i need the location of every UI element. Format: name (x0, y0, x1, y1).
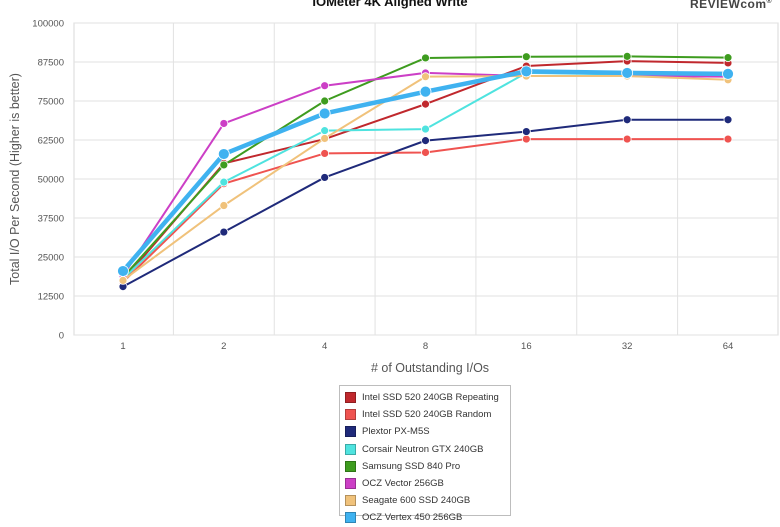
data-point (318, 107, 331, 120)
data-point (622, 134, 632, 144)
x-tick-label: 16 (521, 341, 532, 352)
y-tick-label: 87500 (38, 58, 64, 69)
data-point (421, 99, 430, 109)
legend-swatch (345, 426, 356, 438)
data-point (219, 160, 229, 170)
data-point (520, 65, 533, 78)
y-tick-label: 12500 (38, 292, 64, 303)
data-point (217, 148, 230, 160)
legend-swatch (345, 443, 356, 455)
legend-item: OCZ Vertex 450 256GB (345, 509, 510, 526)
chart-title: IOMeter 4K Aligned Write (312, 0, 468, 9)
legend: Intel SSD 520 240GB Repeating Intel SSD 5… (339, 385, 511, 524)
data-point (723, 134, 733, 144)
legend-swatch (345, 512, 356, 524)
data-point (320, 81, 330, 91)
data-point (521, 52, 531, 62)
legend-label: Intel SSD 520 240GB Random (362, 409, 492, 421)
y-axis-title: Total I/O Per Second (Higher is better) (8, 73, 22, 285)
data-point (421, 53, 430, 63)
data-point (521, 134, 531, 144)
data-point (421, 72, 430, 82)
data-point (219, 119, 229, 128)
data-point (421, 148, 430, 157)
data-point (219, 201, 229, 210)
y-tick-label: 75000 (38, 97, 64, 108)
data-point (521, 127, 531, 136)
data-point (219, 227, 229, 237)
legend-swatch (345, 495, 356, 507)
x-tick-label: 4 (322, 341, 327, 352)
legend-item: Samsung SSD 840 Pro (345, 458, 510, 475)
y-tick-label: 62500 (38, 136, 64, 147)
x-tick-label: 2 (221, 341, 226, 352)
legend-item: Intel SSD 520 240GB Random (345, 406, 510, 423)
brand-logo-suffix: com (740, 0, 767, 11)
data-point (320, 134, 330, 143)
x-tick-label: 8 (423, 341, 428, 352)
data-point (320, 173, 330, 182)
x-tick-label: 64 (723, 341, 734, 352)
data-point (419, 85, 432, 98)
data-point (622, 115, 632, 125)
data-point (723, 53, 733, 63)
legend-swatch (345, 392, 356, 404)
legend-label: Intel SSD 520 240GB Repeating (362, 392, 499, 404)
data-point (117, 265, 129, 277)
legend-item: Corsair Neutron GTX 240GB (345, 441, 510, 458)
data-point (118, 275, 128, 285)
data-point (723, 115, 733, 125)
legend-swatch (345, 478, 356, 490)
y-tick-label: 50000 (38, 175, 64, 186)
data-point (622, 51, 632, 61)
data-point (421, 124, 430, 134)
y-tick-label: 37500 (38, 214, 64, 225)
data-point (421, 136, 430, 146)
brand-logo-mark: ® (766, 0, 773, 5)
y-tick-label: 25000 (38, 253, 64, 264)
x-axis-title: # of Outstanding I/Os (371, 361, 489, 375)
legend-label: OCZ Vector 256GB (362, 478, 444, 490)
legend-label: OCZ Vertex 450 256GB (362, 512, 463, 524)
data-point (320, 126, 330, 136)
data-point (320, 149, 330, 158)
legend-item: Seagate 600 SSD 240GB (345, 492, 510, 509)
legend-label: Corsair Neutron GTX 240GB (362, 443, 484, 455)
brand-logo-text: REVIEW (690, 0, 741, 11)
x-tick-label: 32 (622, 341, 633, 352)
data-point (219, 177, 229, 187)
y-tick-label: 0 (59, 331, 64, 342)
legend-item: OCZ Vector 256GB (345, 475, 510, 492)
legend-label: Samsung SSD 840 Pro (362, 460, 461, 472)
legend-swatch (345, 409, 356, 421)
y-tick-label: 100000 (32, 19, 64, 30)
legend-swatch (345, 460, 356, 472)
plot-area: 0 12500 25000 37500 50000 62500 75000 87500 1000… (8, 19, 779, 375)
data-point (320, 96, 330, 106)
legend-item: Plextor PX-M5S (345, 423, 510, 440)
brand-logo: REVIEWcom® (690, 0, 772, 11)
legend-item: Intel SSD 520 240GB Repeating (345, 389, 510, 406)
chart: IOMeter 4K Aligned Write REVIEWcom® 0 125… (8, 0, 779, 524)
x-tick-label: 1 (120, 341, 125, 352)
data-point (722, 67, 734, 80)
legend-label: Seagate 600 SSD 240GB (362, 495, 471, 507)
data-point (621, 67, 634, 79)
legend-label: Plextor PX-M5S (362, 426, 430, 438)
